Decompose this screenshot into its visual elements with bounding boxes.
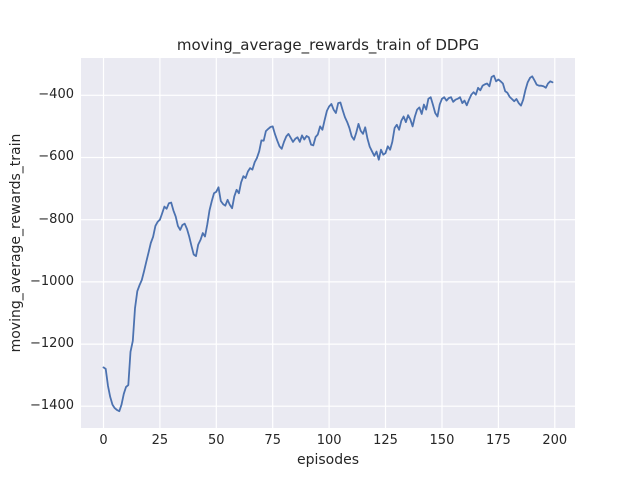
x-tick-label: 0 — [99, 433, 108, 448]
x-tick-label: 50 — [208, 433, 225, 448]
x-tick-label: 100 — [316, 433, 342, 448]
x-tick-label: 125 — [373, 433, 398, 448]
chart-title: moving_average_rewards_train of DDPG — [176, 36, 480, 54]
y-tick-label: −1400 — [30, 398, 74, 414]
y-tick-label: −1200 — [30, 336, 74, 352]
x-axis-label: episodes — [296, 452, 360, 468]
y-axis-label: moving_average_rewards_train — [8, 133, 24, 353]
plot-area — [81, 58, 575, 428]
grid-lines — [81, 58, 575, 428]
y-tick-label: −600 — [38, 149, 74, 165]
data-line — [102, 74, 554, 413]
x-tick-label: 200 — [542, 433, 568, 448]
y-tick-label: −800 — [38, 211, 74, 227]
y-tick-label: −1000 — [30, 273, 74, 289]
x-tick-label: 150 — [429, 433, 455, 448]
x-tick-label: 75 — [264, 433, 281, 448]
x-tick-label: 175 — [485, 433, 511, 448]
x-tick-label: 25 — [151, 433, 169, 448]
y-tick-label: −400 — [38, 87, 74, 103]
